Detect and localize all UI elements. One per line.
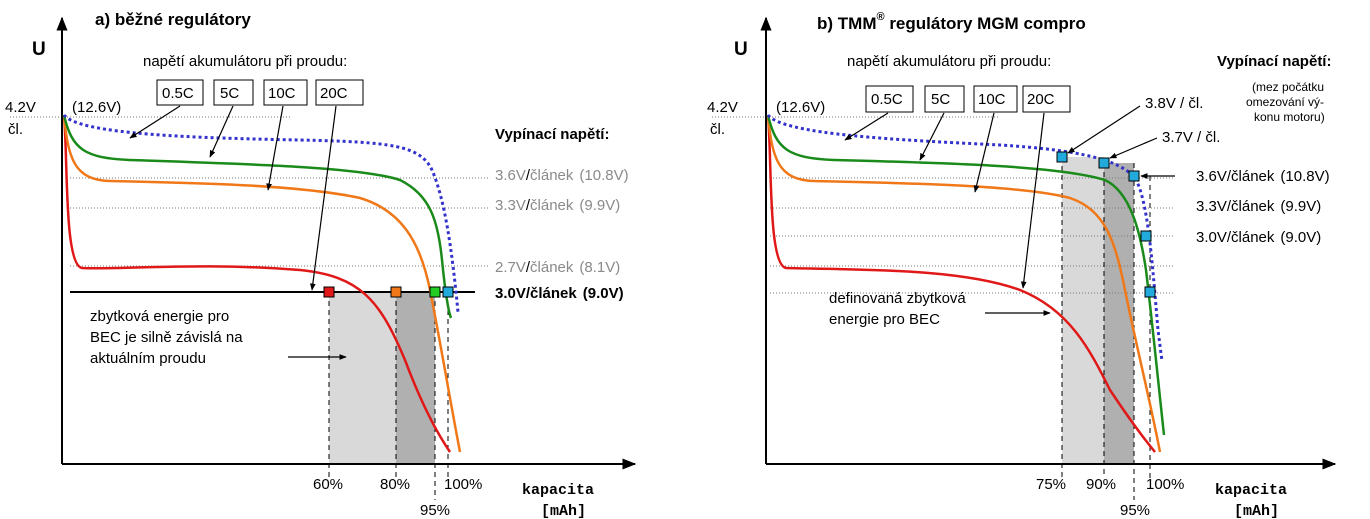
left-panel: a) běžné regulátory U 4.2V (12.6V) čl. bbox=[5, 10, 637, 519]
right-cutoff-30: 3.0V/článek (9.0V) bbox=[1196, 229, 1321, 246]
right-v37-arrow bbox=[1109, 137, 1158, 159]
left-x-unit: [mAh] bbox=[541, 503, 586, 519]
right-pct-95: 95% bbox=[1120, 502, 1150, 519]
left-marker-20c bbox=[323, 286, 335, 298]
left-residual-shade-dark bbox=[396, 292, 435, 464]
left-current-20c: 20C bbox=[320, 85, 348, 102]
right-curve-10c bbox=[766, 114, 1162, 453]
right-pct-75: 75% bbox=[1036, 476, 1066, 493]
right-x-label: kapacita bbox=[1215, 482, 1287, 499]
left-current-5c: 5C bbox=[220, 85, 239, 102]
right-marker-33 bbox=[1140, 230, 1152, 242]
left-cutoff-33: 3.3V/článek (9.9V) bbox=[495, 197, 620, 214]
left-title: a) běžné regulátory bbox=[95, 10, 251, 29]
right-legend-arrows bbox=[844, 112, 1045, 289]
right-x-unit: [mAh] bbox=[1234, 503, 1279, 519]
right-cutoff-36: 3.6V/článek (10.8V) bbox=[1196, 168, 1330, 185]
left-pct-60: 60% bbox=[313, 476, 343, 493]
left-x-label: kapacita bbox=[522, 482, 594, 499]
left-current-05c: 0.5C bbox=[162, 85, 194, 102]
right-title: b) TMM® regulátory MGM compro bbox=[817, 11, 1086, 33]
right-cutoff-list: 3.6V/článek (10.8V) 3.3V/článek (9.9V) 3.0… bbox=[1196, 168, 1330, 246]
right-markers bbox=[1056, 151, 1156, 298]
right-cutoff-note: (mez počátku omezování vý- konu motoru) bbox=[1246, 80, 1325, 124]
right-current-5c: 5C bbox=[931, 91, 950, 108]
left-residual-shade-light bbox=[329, 292, 396, 464]
right-current-boxes: 0.5C 5C 10C 20C bbox=[865, 85, 1071, 113]
left-note: zbytková energie pro BEC je silně závisl… bbox=[90, 308, 243, 367]
left-cutoff-36: 3.6V/článek (10.8V) bbox=[495, 167, 629, 184]
left-pct-100: 100% bbox=[444, 476, 482, 493]
left-v-top: 4.2V bbox=[5, 99, 36, 116]
left-marker-5c bbox=[429, 286, 441, 298]
left-cutoff-title: Vypínací napětí: bbox=[495, 126, 609, 143]
right-note: definovaná zbytková energie pro BEC bbox=[829, 290, 966, 328]
svg-text:konu motoru): konu motoru) bbox=[1254, 110, 1325, 124]
svg-text:definovaná zbytková: definovaná zbytková bbox=[829, 290, 966, 307]
left-marker-05c bbox=[442, 286, 454, 298]
left-cutoff-list: 3.6V/článek (10.8V) 3.3V/článek (9.9V) 3.0… bbox=[495, 167, 629, 302]
left-legend-title: napětí akumulátoru při proudu: bbox=[143, 53, 347, 70]
left-pct-95: 95% bbox=[420, 502, 450, 519]
right-curve-5c bbox=[766, 114, 1166, 436]
right-cell-label: čl. bbox=[710, 121, 725, 138]
left-cutoff-30: 3.0V/článek (9.0V) bbox=[495, 285, 624, 302]
right-legend-title: napětí akumulátoru při proudu: bbox=[847, 53, 1051, 70]
right-current-20c: 20C bbox=[1027, 91, 1055, 108]
right-current-05c: 0.5C bbox=[871, 91, 903, 108]
left-curve-05c bbox=[62, 113, 460, 313]
right-current-10c: 10C bbox=[978, 91, 1006, 108]
left-cutoff-27: 2.7V/článek (8.1V) bbox=[495, 259, 620, 276]
svg-text:omezování vý-: omezování vý- bbox=[1246, 95, 1324, 109]
right-curve-20c bbox=[766, 114, 1156, 453]
right-marker-37 bbox=[1098, 157, 1110, 169]
right-v38-label: 3.8V / čl. bbox=[1145, 95, 1203, 112]
left-legend-arrows bbox=[129, 105, 337, 291]
left-v-top-paren: (12.6V) bbox=[72, 99, 121, 116]
left-current-10c: 10C bbox=[268, 85, 296, 102]
svg-text:BEC je silně závislá na: BEC je silně závislá na bbox=[90, 329, 243, 346]
left-curve-10c bbox=[62, 114, 462, 453]
right-cutoff-title: Vypínací napětí: bbox=[1217, 53, 1331, 70]
left-axis-u: U bbox=[32, 39, 46, 60]
svg-text:(mez počátku: (mez počátku bbox=[1252, 80, 1324, 94]
right-v38-arrow bbox=[1067, 105, 1141, 154]
left-pct-80: 80% bbox=[380, 476, 410, 493]
left-ref-lines bbox=[10, 116, 490, 267]
right-pct-100: 100% bbox=[1146, 476, 1184, 493]
right-v37-label: 3.7V / čl. bbox=[1162, 129, 1220, 146]
svg-text:aktuálním proudu: aktuálním proudu bbox=[90, 350, 206, 367]
right-v-top: 4.2V bbox=[707, 99, 738, 116]
right-marker-36 bbox=[1128, 170, 1140, 182]
svg-text:zbytková energie pro: zbytková energie pro bbox=[90, 308, 229, 325]
right-marker-30 bbox=[1144, 286, 1156, 298]
svg-text:energie pro BEC: energie pro BEC bbox=[829, 311, 940, 328]
left-cell-label: čl. bbox=[8, 121, 23, 138]
left-curve-5c bbox=[62, 114, 453, 319]
right-panel: b) TMM® regulátory MGM compro U 4.2V (12… bbox=[707, 11, 1337, 519]
right-cutoff-33: 3.3V/článek (9.9V) bbox=[1196, 198, 1321, 215]
right-axis-u: U bbox=[734, 39, 748, 60]
right-ref-lines bbox=[712, 116, 1175, 294]
right-marker-38 bbox=[1056, 151, 1068, 163]
right-pct-90: 90% bbox=[1086, 476, 1116, 493]
left-curve-20c bbox=[62, 114, 452, 453]
right-v-top-paren: (12.6V) bbox=[776, 99, 825, 116]
left-current-boxes: 0.5C 5C 10C 20C bbox=[156, 79, 364, 106]
left-marker-10c bbox=[390, 286, 402, 298]
